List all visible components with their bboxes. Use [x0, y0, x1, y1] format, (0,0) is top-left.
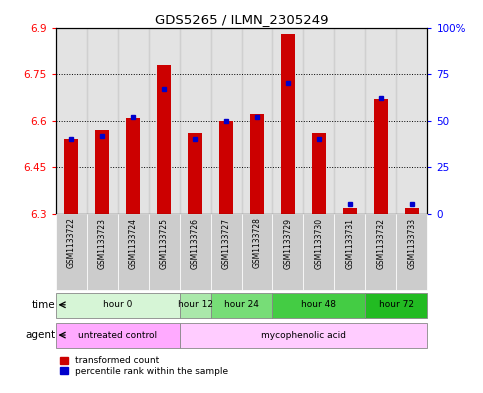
Bar: [281, 34, 295, 214]
Text: time: time: [32, 300, 56, 310]
FancyBboxPatch shape: [366, 214, 397, 290]
Text: GSM1133730: GSM1133730: [314, 218, 324, 269]
Bar: [272, 28, 303, 214]
FancyBboxPatch shape: [242, 214, 272, 290]
Text: untreated control: untreated control: [78, 331, 157, 340]
Bar: [312, 133, 326, 214]
Text: hour 24: hour 24: [224, 300, 259, 309]
Text: GSM1133732: GSM1133732: [376, 218, 385, 269]
Bar: [303, 28, 334, 214]
Legend: transformed count, percentile rank within the sample: transformed count, percentile rank withi…: [60, 356, 228, 376]
Text: mycophenolic acid: mycophenolic acid: [261, 331, 346, 340]
Bar: [149, 28, 180, 214]
FancyBboxPatch shape: [334, 214, 366, 290]
Text: GSM1133728: GSM1133728: [253, 218, 261, 268]
Bar: [188, 133, 202, 214]
Bar: [180, 28, 211, 214]
Bar: [343, 208, 357, 214]
FancyBboxPatch shape: [272, 214, 303, 290]
FancyBboxPatch shape: [149, 214, 180, 290]
FancyBboxPatch shape: [56, 214, 86, 290]
FancyBboxPatch shape: [211, 214, 242, 290]
Text: GSM1133723: GSM1133723: [98, 218, 107, 269]
Bar: [56, 28, 86, 214]
Text: GSM1133733: GSM1133733: [408, 218, 416, 269]
FancyBboxPatch shape: [180, 293, 211, 318]
FancyBboxPatch shape: [397, 214, 427, 290]
FancyBboxPatch shape: [86, 214, 117, 290]
FancyBboxPatch shape: [117, 214, 149, 290]
FancyBboxPatch shape: [272, 293, 366, 318]
Bar: [95, 130, 109, 214]
Text: GSM1133722: GSM1133722: [67, 218, 75, 268]
Title: GDS5265 / ILMN_2305249: GDS5265 / ILMN_2305249: [155, 13, 328, 26]
Text: GSM1133727: GSM1133727: [222, 218, 230, 269]
FancyBboxPatch shape: [366, 293, 427, 318]
Text: GSM1133725: GSM1133725: [159, 218, 169, 269]
Text: hour 12: hour 12: [178, 300, 213, 309]
FancyBboxPatch shape: [180, 323, 427, 348]
Text: hour 48: hour 48: [301, 300, 337, 309]
Text: hour 0: hour 0: [103, 300, 132, 309]
Bar: [157, 65, 171, 214]
Text: GSM1133729: GSM1133729: [284, 218, 293, 269]
Bar: [242, 28, 272, 214]
FancyBboxPatch shape: [211, 293, 272, 318]
Text: hour 72: hour 72: [379, 300, 414, 309]
Bar: [219, 121, 233, 214]
Text: agent: agent: [26, 330, 56, 340]
Bar: [250, 114, 264, 214]
Bar: [126, 118, 140, 214]
FancyBboxPatch shape: [56, 323, 180, 348]
Bar: [405, 208, 419, 214]
Bar: [211, 28, 242, 214]
Bar: [117, 28, 149, 214]
FancyBboxPatch shape: [303, 214, 334, 290]
Bar: [334, 28, 366, 214]
Text: GSM1133731: GSM1133731: [345, 218, 355, 269]
Text: GSM1133726: GSM1133726: [190, 218, 199, 269]
FancyBboxPatch shape: [56, 293, 180, 318]
Bar: [366, 28, 397, 214]
FancyBboxPatch shape: [180, 214, 211, 290]
Bar: [86, 28, 117, 214]
Bar: [64, 139, 78, 214]
Text: GSM1133724: GSM1133724: [128, 218, 138, 269]
Bar: [397, 28, 427, 214]
Bar: [374, 99, 388, 214]
